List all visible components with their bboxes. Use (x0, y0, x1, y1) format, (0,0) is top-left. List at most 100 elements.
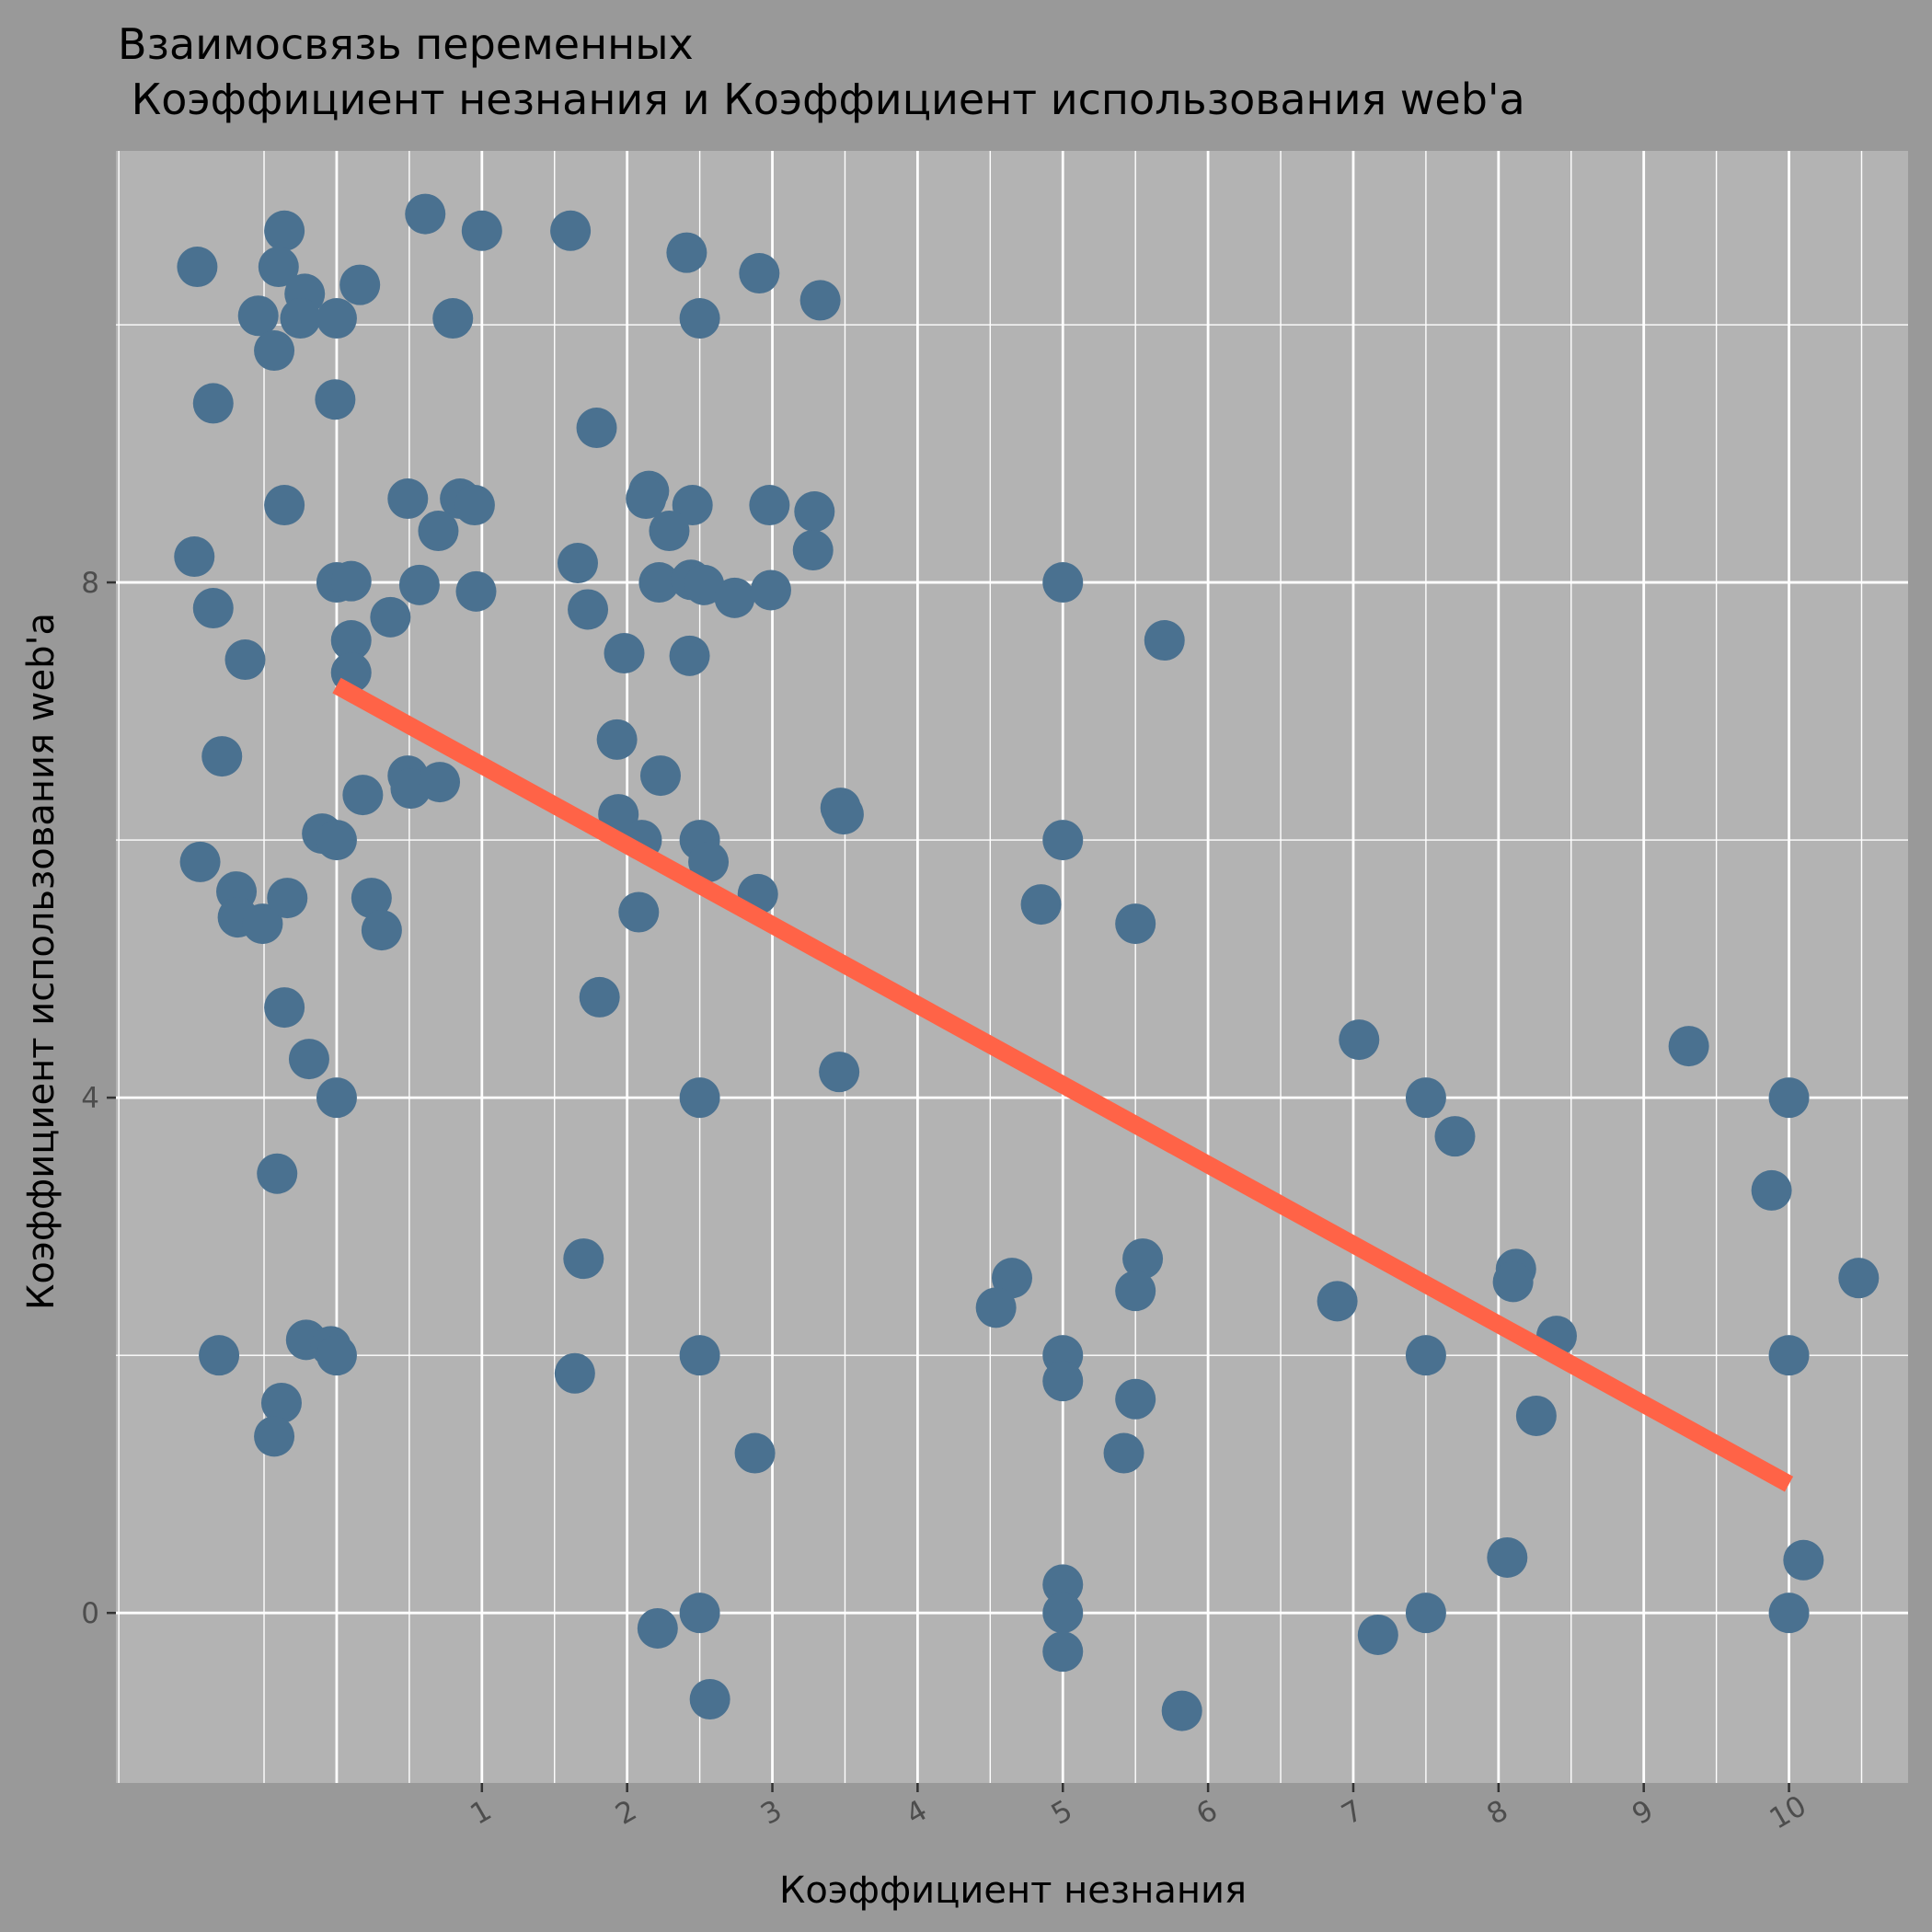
data-point (224, 639, 265, 680)
data-point (1434, 1116, 1475, 1156)
data-point (331, 561, 372, 602)
data-point (1162, 1691, 1202, 1731)
data-point (751, 569, 791, 610)
y-axis-title: Коэффициент использования web'a (20, 613, 63, 1310)
data-point (735, 1433, 776, 1474)
data-point (1104, 1433, 1144, 1474)
data-point (819, 1052, 859, 1092)
data-point (1115, 903, 1156, 944)
data-point (1021, 884, 1062, 925)
data-point (1769, 1077, 1810, 1118)
data-point (254, 330, 294, 371)
data-point (405, 194, 445, 235)
data-point (1752, 1170, 1792, 1211)
data-point (1042, 1631, 1083, 1672)
data-point (793, 530, 834, 570)
data-point (1406, 1335, 1446, 1375)
data-point (680, 298, 720, 339)
data-point (550, 211, 591, 251)
data-point (432, 298, 473, 339)
data-point (670, 636, 710, 676)
data-point (267, 878, 307, 918)
data-point (420, 762, 460, 802)
data-point (316, 1335, 357, 1375)
data-point (680, 1077, 720, 1118)
data-point (264, 211, 305, 251)
data-point (1339, 1019, 1379, 1060)
data-point (261, 1383, 302, 1423)
data-point (1358, 1615, 1398, 1655)
data-point (1769, 1593, 1810, 1633)
data-point (1769, 1335, 1810, 1375)
data-point (680, 1593, 720, 1633)
chart-title-line-2: Коэффициент незнания и Коэффициент испол… (118, 75, 1525, 124)
data-point (193, 588, 234, 628)
data-point (1042, 1593, 1083, 1633)
data-point (180, 842, 221, 882)
data-point (1042, 1361, 1083, 1401)
data-point (1516, 1396, 1557, 1436)
data-point (1493, 1261, 1534, 1302)
data-point (800, 280, 841, 320)
data-point (739, 253, 779, 293)
data-point (563, 1238, 604, 1279)
data-point (280, 298, 320, 339)
data-point (454, 485, 495, 525)
data-point (640, 755, 681, 796)
data-point (1115, 1271, 1156, 1311)
y-tick-label: 4 (81, 1082, 99, 1115)
data-point (649, 511, 689, 551)
data-point (580, 977, 620, 1018)
data-point (1669, 1026, 1709, 1066)
data-point (462, 211, 502, 251)
data-point (1317, 1281, 1358, 1321)
data-point (618, 891, 659, 932)
data-point (418, 511, 458, 551)
data-point (177, 247, 217, 287)
data-point (1144, 620, 1185, 661)
y-tick-label: 8 (81, 567, 99, 600)
plot-panel (116, 151, 1908, 1783)
data-point (1406, 1593, 1446, 1633)
data-point (1406, 1077, 1446, 1118)
data-point (680, 1335, 720, 1375)
data-point (1783, 1540, 1823, 1581)
data-point (577, 408, 617, 448)
data-point (666, 233, 707, 273)
data-point (201, 736, 242, 776)
data-point (568, 589, 608, 629)
data-point (238, 295, 279, 336)
chart-title-line-1: Взаимосвязь переменных (118, 19, 694, 69)
data-point (638, 1608, 678, 1649)
data-point (362, 910, 402, 950)
data-point (714, 578, 754, 618)
data-point (1115, 1379, 1156, 1420)
data-point (794, 491, 834, 532)
data-point (1042, 562, 1083, 603)
data-point (604, 633, 645, 673)
data-point (370, 597, 410, 638)
data-point (455, 571, 496, 612)
data-point (316, 298, 357, 339)
data-point (264, 485, 305, 525)
data-point (1487, 1537, 1527, 1578)
data-point (199, 1335, 239, 1375)
data-point (257, 1154, 297, 1194)
data-point (264, 987, 305, 1028)
data-point (1042, 820, 1083, 860)
data-point (690, 1679, 730, 1719)
data-point (555, 1353, 595, 1394)
data-point (342, 775, 383, 815)
data-point (597, 719, 638, 760)
data-point (387, 478, 428, 519)
data-point (315, 379, 355, 420)
data-point (399, 565, 440, 605)
data-point (823, 794, 864, 834)
data-point (316, 820, 357, 860)
data-point (289, 1039, 329, 1079)
data-point (316, 1077, 357, 1118)
data-point (193, 383, 234, 423)
data-point (174, 536, 214, 577)
